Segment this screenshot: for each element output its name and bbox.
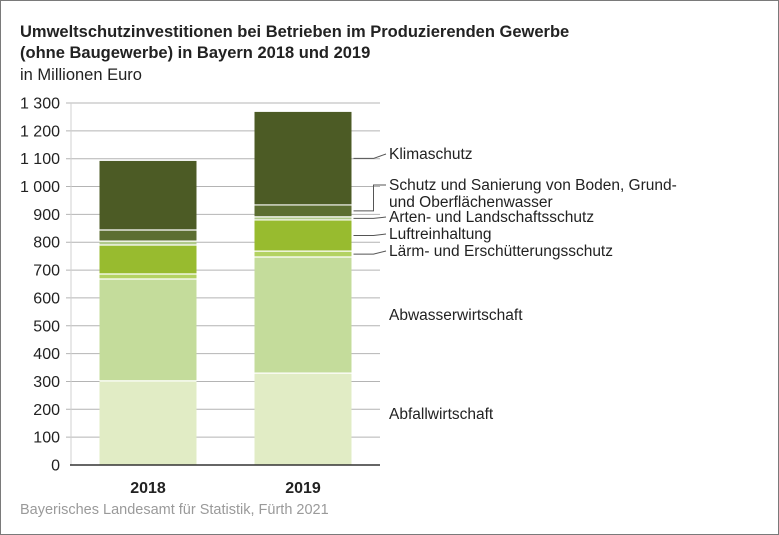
leader-line (353, 216, 387, 219)
bar-segment (254, 204, 352, 217)
y-tick-label: 400 (33, 346, 60, 363)
bars (99, 111, 352, 465)
y-tick-label: 1 300 (20, 96, 60, 113)
y-tick-label: 800 (33, 235, 60, 252)
legend-label: Arten- und Landschaftsschutz (389, 209, 594, 226)
y-tick-label: 200 (33, 402, 60, 419)
bar-segment (254, 219, 352, 252)
y-tick-label: 900 (33, 207, 60, 224)
y-tick-label: 0 (51, 458, 60, 475)
chart-subtitle: in Millionen Euro (20, 66, 142, 84)
bar-segment (99, 160, 197, 230)
chart-title: Umweltschutzinvestitionen bei Betrieben … (20, 22, 569, 64)
bar-segment (99, 278, 197, 381)
bar-segment (99, 273, 197, 279)
y-tick-label: 1 000 (20, 179, 60, 196)
leader-line (353, 250, 387, 255)
bar-segment (254, 216, 352, 220)
y-tick-label: 700 (33, 263, 60, 280)
y-axis: 0 100 200 300 400 500 600 700 800 900 1 000 1 100 1 … (20, 96, 72, 475)
bar-segment (99, 245, 197, 274)
chart-title-line-1: Umweltschutzinvestitionen bei Betrieben … (20, 23, 570, 41)
legend: Klimaschutz Schutz und Sanierung von Bode… (353, 146, 677, 423)
y-tick-label: 300 (33, 374, 60, 391)
x-tick-label: 2018 (130, 480, 166, 497)
bar-segment (254, 373, 352, 465)
y-tick-label: 1 200 (20, 123, 60, 140)
legend-label: Luftreinhaltung (389, 226, 492, 243)
source-note: Bayerisches Landesamt für Statistik, Für… (20, 502, 329, 518)
y-tick-label: 600 (33, 290, 60, 307)
bar-segment (99, 229, 197, 242)
legend-label: Klimaschutz (389, 146, 473, 163)
legend-label: Abwasserwirtschaft (389, 307, 523, 324)
bar-segment (254, 111, 352, 205)
legend-label: Abfallwirtschaft (389, 406, 494, 423)
bar-segment (254, 256, 352, 374)
y-tick-label: 100 (33, 430, 60, 447)
chart-title-line-2: (ohne Baugewerbe) in Bayern 2018 und 201… (20, 44, 371, 62)
x-tick-label: 2019 (285, 480, 321, 497)
legend-label: Lärm- und Erschütterungsschutz (389, 243, 613, 260)
leader-line (353, 233, 387, 237)
leader-line (353, 153, 387, 159)
x-axis: 2018 2019 (70, 464, 380, 497)
y-tick-label: 1 100 (20, 151, 60, 168)
legend-label: und Oberflächenwasser (389, 194, 553, 211)
y-tick-label: 500 (33, 318, 60, 335)
bar-segment (99, 380, 197, 465)
bar-segment (254, 251, 352, 257)
legend-label: Schutz und Sanierung von Boden, Grund- (389, 177, 677, 194)
bar-segment (99, 241, 197, 246)
leader-line (353, 184, 386, 212)
